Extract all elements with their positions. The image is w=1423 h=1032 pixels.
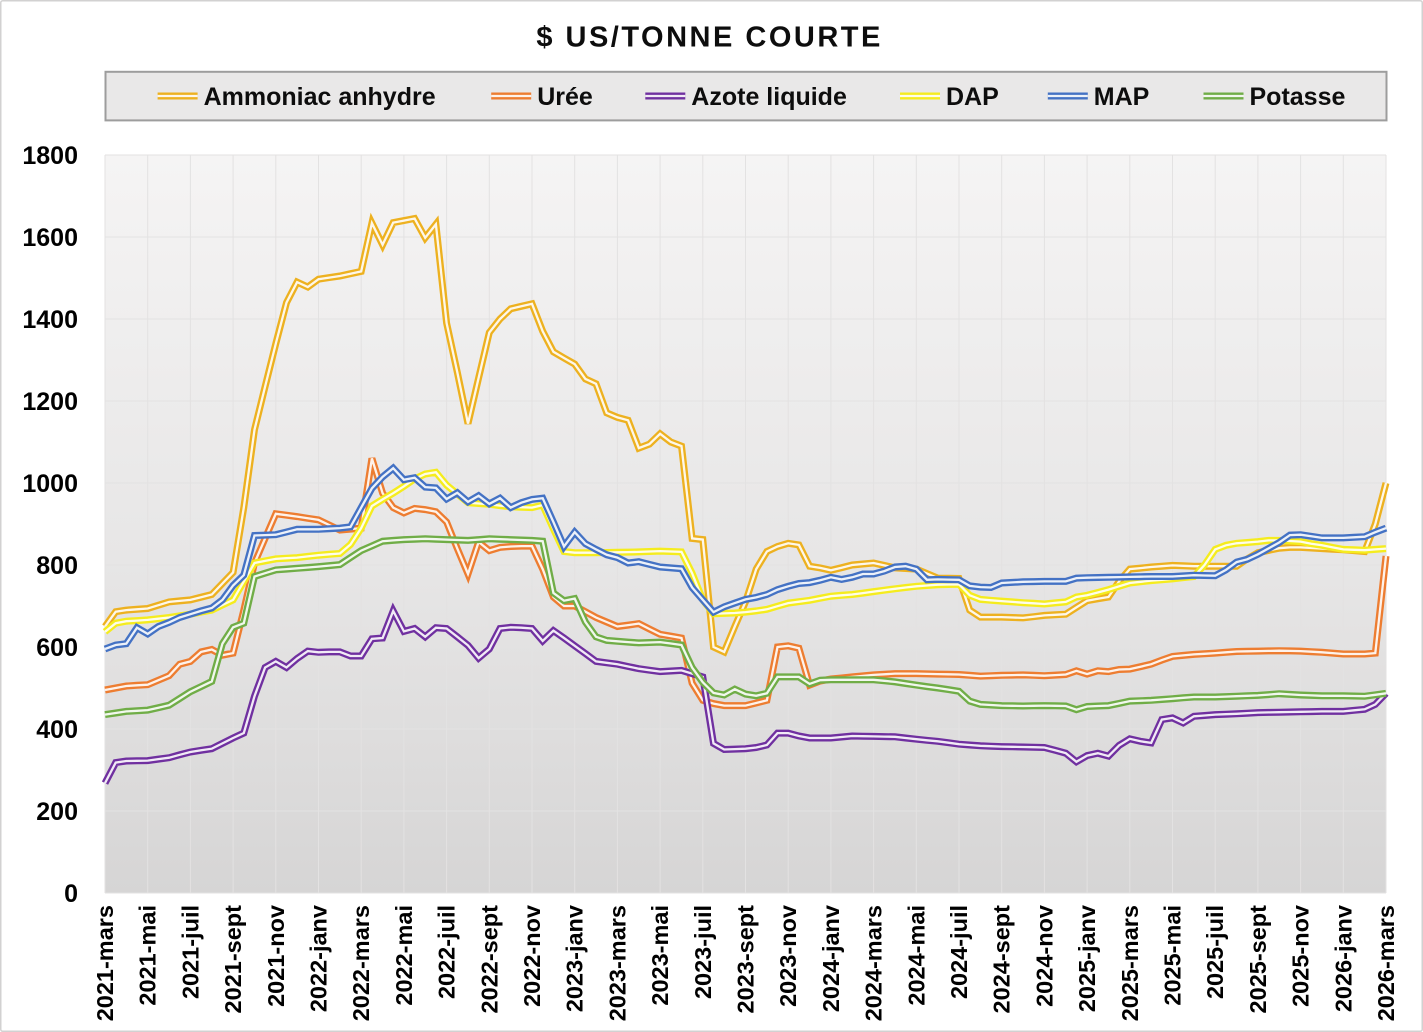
svg-text:2025-juil: 2025-juil [1202,905,1228,999]
svg-text:1000: 1000 [22,470,78,498]
svg-text:1200: 1200 [22,388,78,416]
svg-text:800: 800 [36,552,78,580]
svg-text:2022-juil: 2022-juil [434,905,460,999]
svg-text:MAP: MAP [1094,83,1150,111]
svg-text:2021-juil: 2021-juil [177,905,203,999]
svg-text:2025-nov: 2025-nov [1288,905,1314,1007]
svg-text:1400: 1400 [22,306,78,334]
svg-text:2023-sept: 2023-sept [733,905,759,1014]
svg-text:2024-mars: 2024-mars [861,905,887,1021]
svg-text:2024-janv: 2024-janv [818,905,844,1012]
svg-text:2022-mars: 2022-mars [348,905,374,1021]
svg-text:2022-sept: 2022-sept [476,905,502,1014]
svg-text:2025-janv: 2025-janv [1074,905,1100,1012]
svg-text:2024-sept: 2024-sept [989,905,1015,1014]
svg-text:2022-nov: 2022-nov [519,905,545,1007]
svg-text:Urée: Urée [537,83,593,111]
svg-text:2026-mars: 2026-mars [1373,905,1399,1021]
svg-text:Potasse: Potasse [1250,83,1346,111]
svg-text:Azote liquide: Azote liquide [691,83,847,111]
svg-text:600: 600 [36,634,78,662]
svg-text:2022-mai: 2022-mai [391,905,417,1006]
svg-text:2021-nov: 2021-nov [263,905,289,1007]
svg-text:2024-mai: 2024-mai [903,905,929,1006]
svg-text:2024-juil: 2024-juil [946,905,972,999]
svg-text:200: 200 [36,798,78,826]
svg-text:2025-mars: 2025-mars [1117,905,1143,1021]
svg-text:2025-mai: 2025-mai [1160,905,1186,1006]
svg-text:1600: 1600 [22,224,78,252]
svg-text:2022-janv: 2022-janv [306,905,332,1012]
svg-text:2021-mars: 2021-mars [92,905,118,1021]
svg-text:2025-sept: 2025-sept [1245,905,1271,1014]
svg-text:2023-juil: 2023-juil [690,905,716,999]
svg-text:2023-nov: 2023-nov [775,905,801,1007]
svg-text:Ammoniac anhydre: Ammoniac anhydre [204,83,436,111]
svg-text:400: 400 [36,716,78,744]
svg-text:DAP: DAP [946,83,999,111]
svg-text:2023-janv: 2023-janv [562,905,588,1012]
svg-text:0: 0 [64,880,78,908]
svg-text:2023-mai: 2023-mai [647,905,673,1006]
svg-text:2021-sept: 2021-sept [220,905,246,1014]
svg-text:2026-janv: 2026-janv [1330,905,1356,1012]
svg-text:$ US/TONNE COURTE: $ US/TONNE COURTE [536,22,883,54]
svg-text:1800: 1800 [22,142,78,170]
svg-text:2023-mars: 2023-mars [604,905,630,1021]
svg-text:2024-nov: 2024-nov [1031,905,1057,1007]
svg-text:2021-mai: 2021-mai [135,905,161,1006]
